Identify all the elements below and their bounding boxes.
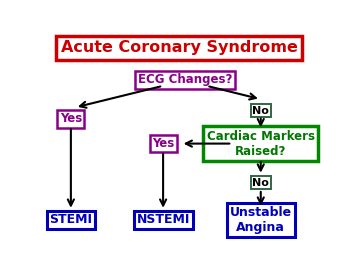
Text: Acute Coronary Syndrome: Acute Coronary Syndrome — [61, 40, 298, 55]
Text: NSTEMI: NSTEMI — [136, 213, 190, 226]
Text: No: No — [252, 178, 269, 188]
Text: Unstable
Angina: Unstable Angina — [230, 206, 292, 234]
Text: Yes: Yes — [60, 112, 82, 125]
Text: ECG Changes?: ECG Changes? — [138, 73, 232, 86]
Text: Cardiac Markers
Raised?: Cardiac Markers Raised? — [207, 130, 315, 158]
Text: Yes: Yes — [152, 137, 174, 150]
Text: STEMI: STEMI — [49, 213, 92, 226]
Text: No: No — [252, 106, 269, 116]
